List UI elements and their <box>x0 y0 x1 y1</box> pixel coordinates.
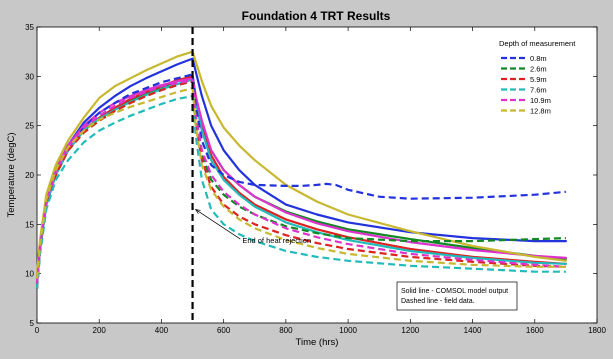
y-tick-label: 10 <box>25 270 34 279</box>
series-dashed-0-8m <box>35 73 567 289</box>
y-tick-label: 35 <box>25 23 34 32</box>
legend-entry: 10.9m <box>530 96 551 105</box>
series-dashed-10-9m <box>35 79 566 284</box>
chart-title: Foundation 4 TRT Results <box>242 9 391 23</box>
series-dashed-12-8m <box>35 87 566 279</box>
y-tick-label: 30 <box>25 72 34 81</box>
x-tick-label: 800 <box>279 326 293 335</box>
note-line: Solid line - COMSOL model output <box>401 288 508 295</box>
legend-entry: 5.9m <box>530 75 547 84</box>
series-solid-12-8m <box>35 50 568 275</box>
y-tick-label: 15 <box>25 220 34 229</box>
x-tick-label: 1800 <box>588 326 606 335</box>
x-axis-label: Time (hrs) <box>296 337 339 348</box>
note-line: Dashed line - field data. <box>401 298 475 305</box>
y-tick-label: 25 <box>25 122 34 131</box>
y-tick-label: 20 <box>25 171 34 180</box>
x-tick-label: 0 <box>35 326 40 335</box>
y-axis-label: Temperature (degC) <box>6 132 17 217</box>
annotations: End of heat rejection Solid line - COMSOL… <box>191 27 518 323</box>
x-tick-label: 1600 <box>526 326 544 335</box>
annotation-arrow-shaft <box>195 209 241 240</box>
legend-entry: 7.6m <box>530 86 547 95</box>
x-tick-label: 1200 <box>401 326 419 335</box>
x-tick-label: 1400 <box>464 326 482 335</box>
series-solid-10-9m <box>35 77 568 280</box>
legend-entry: 2.6m <box>530 65 547 74</box>
x-tick-label: 400 <box>155 326 169 335</box>
annotation-label: End of heat rejection <box>242 236 311 245</box>
series-lines <box>35 50 568 289</box>
legend: Depth of measurement 0.8m 2.6m5.9m 7.6m10.9… <box>494 33 590 123</box>
annotation-arrow-head <box>194 209 201 214</box>
y-tick-label: 5 <box>30 319 35 328</box>
legend-title: Depth of measurement <box>499 39 576 48</box>
x-tick-label: 200 <box>93 326 107 335</box>
legend-entry: 12.8m <box>530 107 551 116</box>
legend-entry: 0.8m <box>530 54 547 63</box>
series-dashed-5-9m <box>35 80 566 289</box>
x-tick-label: 600 <box>217 326 231 335</box>
axes: 0 200 400 600 800 1000 1200 1400 1600 1800 5 10 15 20… <box>25 23 606 335</box>
note-box <box>396 281 518 311</box>
x-tick-label: 1000 <box>339 326 357 335</box>
series-dashed-7-6m <box>35 94 566 289</box>
